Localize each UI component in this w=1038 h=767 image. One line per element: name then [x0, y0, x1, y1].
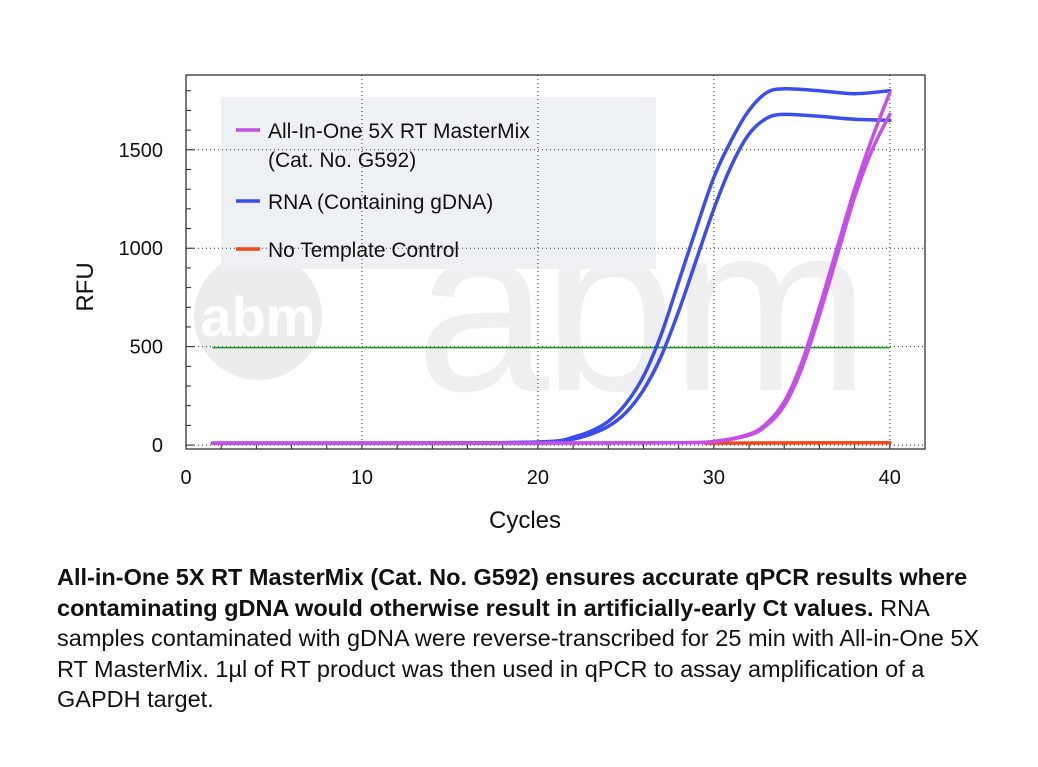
legend-label: No Template Control	[268, 239, 459, 262]
x-tick-label: 10	[351, 467, 373, 489]
watermark-text-small: abm	[200, 285, 315, 348]
caption-body: RNA samples contaminated with gDNA were …	[57, 594, 980, 713]
y-tick-label: 1500	[119, 140, 164, 162]
x-tick-label: 30	[703, 467, 725, 489]
chart-series	[210, 87, 892, 445]
tick-labels: 0 10 20 30 40 0 500 1000 1500	[119, 140, 901, 489]
caption-bold: All-in-One 5X RT MasterMix (Cat. No. G59…	[57, 564, 968, 621]
legend-label: (Cat. No. G592)	[268, 149, 416, 172]
y-tick-label: 1000	[119, 238, 164, 260]
legend-background	[221, 97, 656, 269]
chart-legend: All-In-One 5X RT MasterMix (Cat. No. G592…	[236, 120, 530, 262]
legend-box	[221, 97, 656, 269]
x-axis-label: Cycles	[489, 507, 561, 534]
figure-caption: All-in-One 5X RT MasterMix (Cat. No. G59…	[57, 562, 997, 715]
y-tick-label: 500	[130, 337, 163, 359]
y-tick-label: 0	[152, 435, 163, 457]
legend-label: All-In-One 5X RT MasterMix	[268, 120, 530, 143]
x-tick-label: 40	[879, 467, 901, 489]
series-line	[210, 112, 892, 445]
legend-label: RNA (Containing gDNA)	[268, 191, 493, 214]
plot-frame	[185, 74, 926, 450]
x-tick-label: 20	[527, 467, 549, 489]
x-tick-label: 0	[180, 467, 191, 489]
y-axis-label: RFU	[72, 262, 99, 311]
